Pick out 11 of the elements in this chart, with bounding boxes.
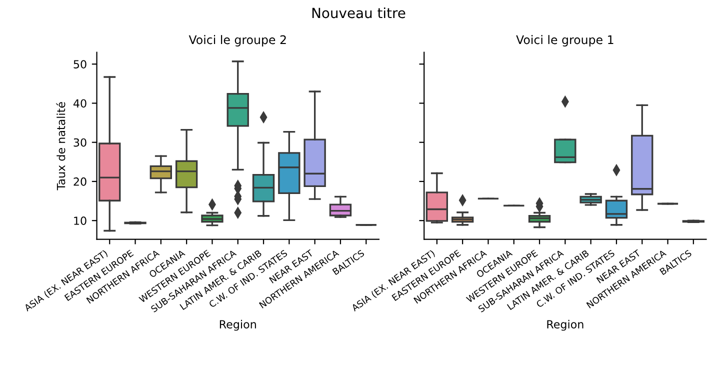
text: Nouveau titre	[312, 7, 406, 18]
y-tick-label: 20	[74, 177, 86, 186]
x-axis-title: Region	[220, 320, 256, 331]
y-axis-title: Taux de natalité	[56, 102, 66, 190]
x-axis-title: Region	[547, 320, 584, 331]
y-tick-label: 10	[74, 216, 86, 225]
y-tick-label: 50	[74, 60, 86, 68]
chart-title: Voici le groupe 2	[188, 35, 286, 46]
y-tick-label: 40	[73, 99, 86, 108]
chart-title: Voici le groupe 1	[516, 35, 614, 46]
y-tick-label: 30	[74, 138, 86, 147]
